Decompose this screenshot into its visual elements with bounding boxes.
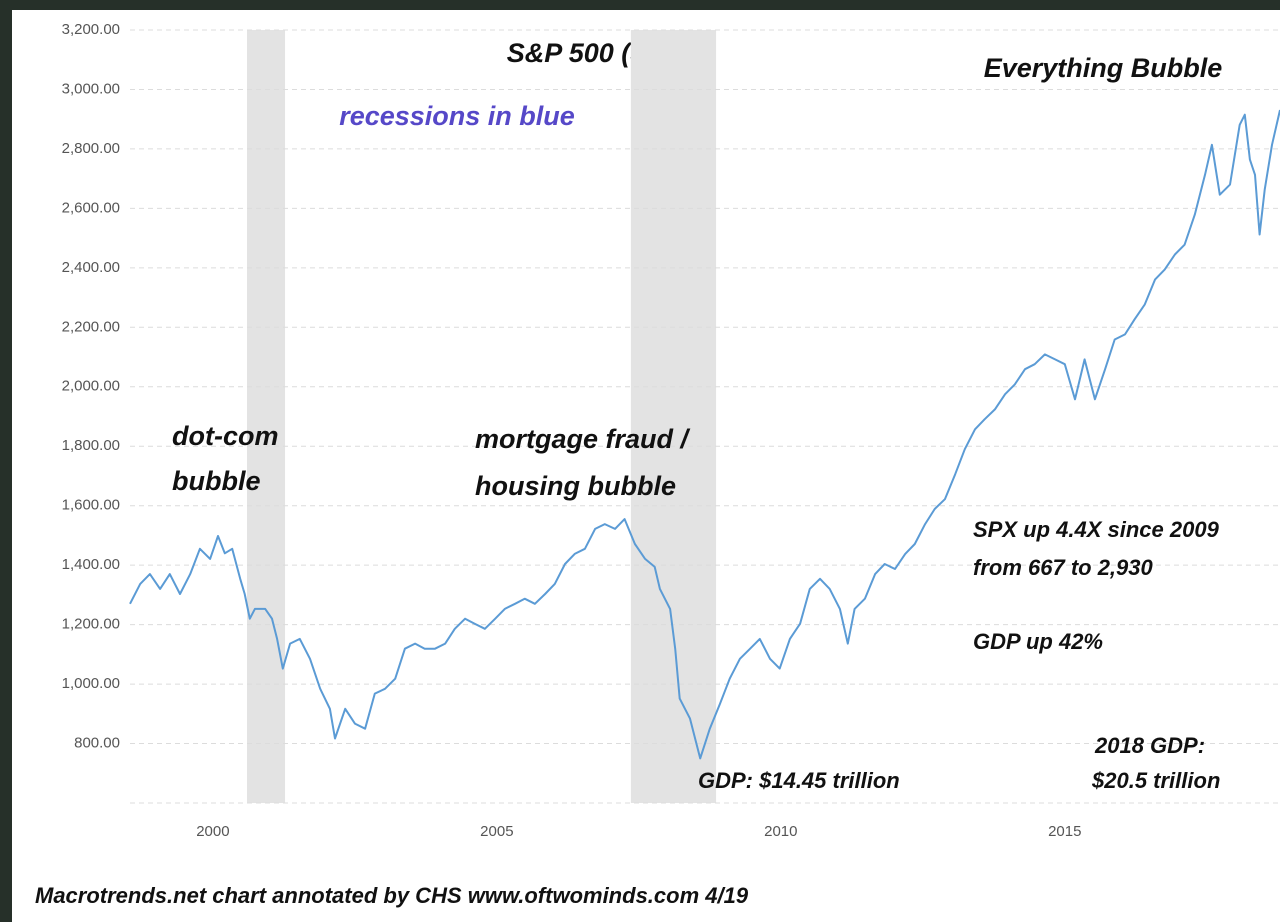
- y-tick-label: 800.00: [74, 735, 120, 752]
- y-tick-label: 3,200.00: [62, 21, 120, 38]
- y-tick-label: 1,800.00: [62, 437, 120, 454]
- x-tick-label: 2000: [196, 823, 229, 840]
- y-tick-label: 2,000.00: [62, 378, 120, 395]
- annotation: 2018 GDP:: [1094, 733, 1205, 758]
- annotation: recessions in blue: [339, 101, 575, 131]
- y-tick-label: 1,600.00: [62, 497, 120, 514]
- annotation: $20.5 trillion: [1091, 768, 1220, 793]
- annotation: SPX up 4.4X since 2009: [973, 517, 1220, 542]
- y-tick-label: 2,600.00: [62, 199, 120, 216]
- y-tick-label: 1,400.00: [62, 556, 120, 573]
- y-tick-label: 3,000.00: [62, 80, 120, 97]
- annotation: GDP: $14.45 trillion: [698, 768, 900, 793]
- y-tick-label: 1,000.00: [62, 675, 120, 692]
- annotation: GDP up 42%: [973, 629, 1103, 654]
- annotation: Everything Bubble: [984, 53, 1223, 83]
- annotation: mortgage fraud /: [475, 424, 691, 454]
- recession-band: [630, 30, 717, 803]
- annotation: dot-com: [172, 421, 278, 451]
- y-tick-label: 2,400.00: [62, 259, 120, 276]
- annotation: from 667 to 2,930: [973, 555, 1154, 580]
- annotation: housing bubble: [475, 471, 676, 501]
- recession-band: [246, 30, 286, 803]
- y-tick-label: 1,200.00: [62, 616, 120, 633]
- y-tick-label: 2,800.00: [62, 140, 120, 157]
- footer: Macrotrends.net chart annotated by CHS w…: [35, 883, 749, 908]
- y-tick-label: 2,200.00: [62, 318, 120, 335]
- x-tick-label: 2015: [1048, 823, 1081, 840]
- x-tick-label: 2005: [480, 823, 513, 840]
- line-series: [129, 109, 1280, 760]
- x-tick-label: 2010: [764, 823, 797, 840]
- annotation: bubble: [172, 466, 261, 496]
